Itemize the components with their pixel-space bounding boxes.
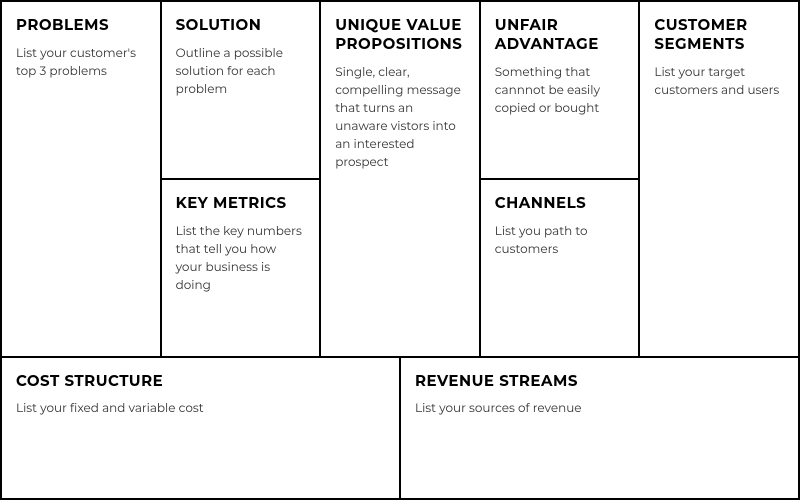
cell-title: UNIQUE VALUE PROPOSITIONS (335, 16, 465, 54)
cell-desc: List your target customers and users (654, 64, 784, 100)
cell-channels: CHANNELS List you path to customers (480, 179, 640, 357)
cell-title: KEY METRICS (176, 194, 306, 213)
cell-title: CHANNELS (495, 194, 625, 213)
cell-desc: List the key numbers that tell you how y… (176, 223, 306, 295)
cell-problems: PROBLEMS List your customer's top 3 prob… (1, 1, 161, 357)
cell-customer-segments: CUSTOMER SEGMENTS List your target custo… (639, 1, 799, 357)
cell-uvp: UNIQUE VALUE PROPOSITIONS Single, clear,… (320, 1, 480, 357)
cell-title: CUSTOMER SEGMENTS (654, 16, 784, 54)
cell-title: COST STRUCTURE (16, 372, 385, 391)
cell-desc: List your fixed and variable cost (16, 400, 385, 418)
cell-desc: List your customer's top 3 problems (16, 45, 146, 81)
cell-title: UNFAIR ADVANTAGE (495, 16, 625, 54)
cell-desc: Something that cannnot be easily copied … (495, 64, 625, 118)
lean-canvas: PROBLEMS List your customer's top 3 prob… (0, 0, 800, 500)
cell-desc: List you path to customers (495, 223, 625, 259)
cell-key-metrics: KEY METRICS List the key numbers that te… (161, 179, 321, 357)
cell-desc: Single, clear, compelling message that t… (335, 64, 465, 172)
cell-title: SOLUTION (176, 16, 306, 35)
cell-unfair-advantage: UNFAIR ADVANTAGE Something that cannnot … (480, 1, 640, 179)
cell-desc: Outline a possible solution for each pro… (176, 45, 306, 99)
cell-cost-structure: COST STRUCTURE List your fixed and varia… (1, 357, 400, 499)
cell-desc: List your sources of revenue (415, 400, 784, 418)
cell-title: PROBLEMS (16, 16, 146, 35)
bottom-row: COST STRUCTURE List your fixed and varia… (1, 357, 799, 499)
cell-solution: SOLUTION Outline a possible solution for… (161, 1, 321, 179)
cell-revenue-streams: REVENUE STREAMS List your sources of rev… (400, 357, 799, 499)
cell-title: REVENUE STREAMS (415, 372, 784, 391)
